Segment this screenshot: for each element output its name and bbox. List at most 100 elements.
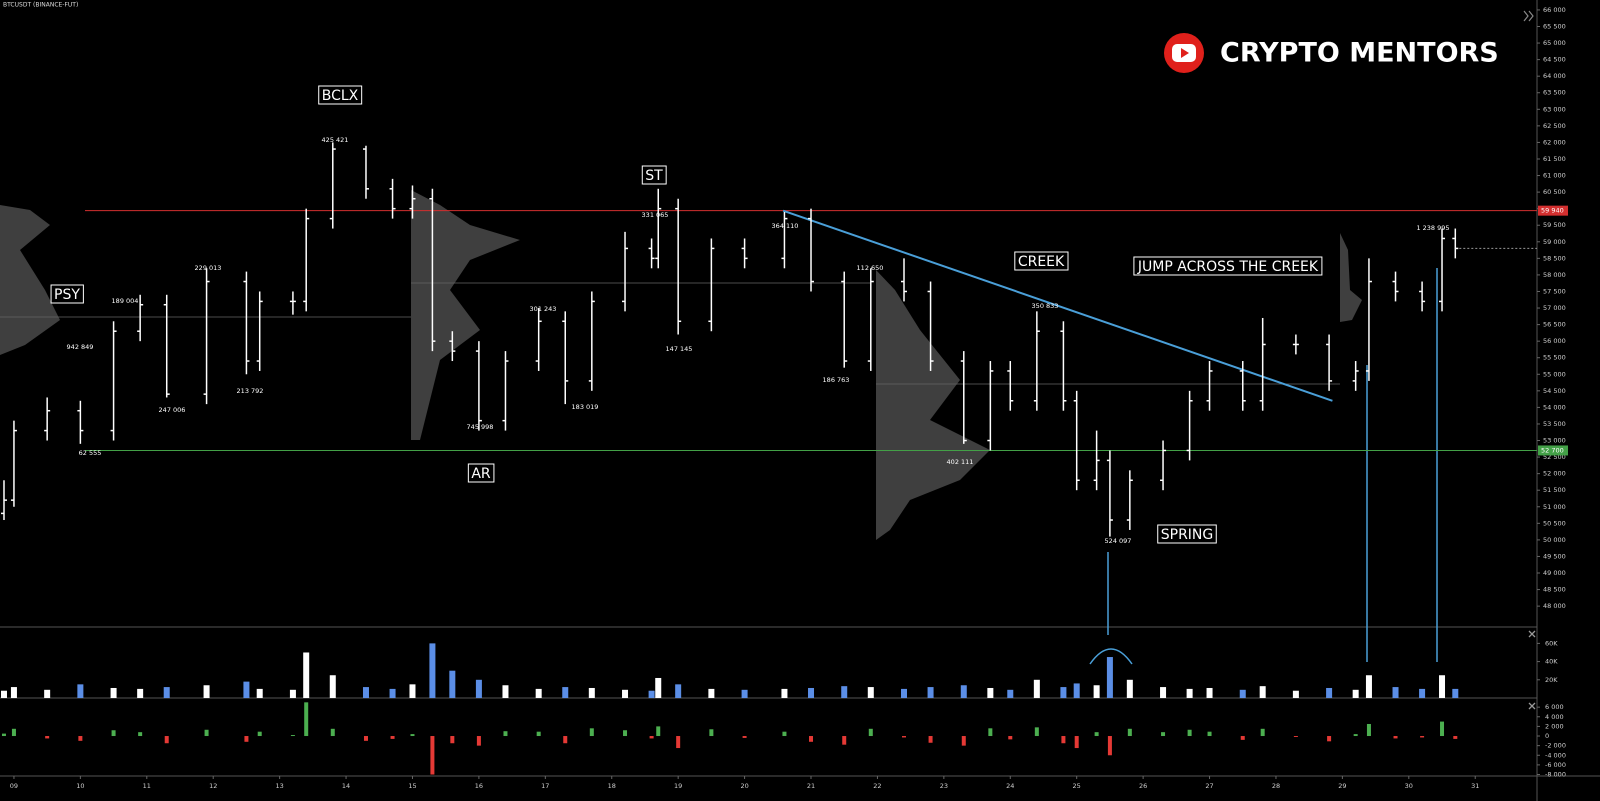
delta-bar [1207, 731, 1212, 737]
volume-bar [588, 687, 595, 698]
brand: CRYPTO MENTORS [1164, 33, 1499, 73]
delta-bar [1293, 736, 1298, 737]
volume-figure: 350 833 [1032, 302, 1059, 310]
delta-bar [868, 728, 873, 737]
annotation-text: AR [471, 466, 491, 482]
volume-figure: 213 792 [237, 387, 264, 395]
volume-bar [1392, 687, 1399, 698]
volume-bar [1007, 689, 1014, 698]
volume-bar [1093, 685, 1100, 698]
delta-bar [988, 728, 993, 737]
close-pane-icon[interactable] [1528, 702, 1536, 710]
x-tick-label: 17 [541, 782, 549, 790]
volume-bar [808, 687, 815, 698]
x-tick-label: 26 [1139, 782, 1147, 790]
volume-bar [1186, 688, 1193, 698]
delta-bar [809, 736, 814, 742]
y-tick-label: 64 500 [1543, 56, 1566, 64]
level-label: 52 700 [1541, 446, 1564, 454]
delta-bar [1034, 727, 1039, 737]
delta-bar [257, 731, 262, 737]
y-tick-label: 58 000 [1543, 271, 1566, 279]
annotation-text: PSY [54, 287, 80, 303]
x-tick-label: 13 [275, 782, 283, 790]
volume-bar [10, 687, 17, 698]
trendline [782, 209, 1333, 402]
volume-bar [243, 681, 250, 698]
delta-tick-label: 4 000 [1545, 713, 1564, 721]
x-tick-label: 21 [807, 782, 815, 790]
delta-tick-label: -8 000 [1545, 771, 1566, 779]
delta-bar [1366, 723, 1371, 737]
volume-bar [1206, 687, 1213, 698]
delta-bar [410, 734, 415, 737]
delta-bar [111, 730, 116, 737]
delta-bar [430, 736, 435, 775]
y-tick-label: 57 000 [1543, 304, 1566, 312]
volume-tick-label: 60K [1545, 639, 1558, 647]
delta-bar [1187, 729, 1192, 737]
volume-bar [781, 688, 788, 698]
x-tick-label: 28 [1272, 782, 1280, 790]
x-tick-label: 15 [408, 782, 416, 790]
y-tick-label: 61 000 [1543, 172, 1566, 180]
delta-bar [450, 736, 455, 744]
delta-bar [902, 736, 907, 738]
annotation-box [1133, 256, 1323, 276]
y-tick-label: 64 000 [1543, 72, 1566, 80]
volume-bar [289, 689, 296, 698]
collapse-icon[interactable] [1523, 10, 1534, 22]
y-tick-label: 62 500 [1543, 122, 1566, 130]
delta-bar [709, 729, 714, 737]
volume-figure: 402 111 [947, 458, 974, 466]
y-tick-label: 54 000 [1543, 403, 1566, 411]
volume-bar [562, 687, 569, 698]
delta-bar [1420, 736, 1425, 738]
y-tick-label: 65 000 [1543, 39, 1566, 47]
volume-figure: 112 650 [857, 264, 884, 272]
delta-tick-label: -6 000 [1545, 761, 1566, 769]
x-tick-label: 14 [342, 782, 350, 790]
volume-bar [901, 688, 908, 698]
volume-bar [77, 684, 84, 698]
y-tick-label: 63 500 [1543, 89, 1566, 97]
y-tick-label: 54 500 [1543, 387, 1566, 395]
volume-bar [1352, 689, 1359, 698]
volume-bar [927, 687, 934, 698]
volume-bar [409, 684, 416, 698]
volume-figure: 247 006 [159, 406, 186, 414]
y-tick-label: 57 500 [1543, 287, 1566, 295]
y-tick-label: 59 000 [1543, 238, 1566, 246]
y-tick-label: 51 000 [1543, 503, 1566, 511]
volume-bar [675, 684, 682, 698]
delta-bar [623, 730, 628, 737]
y-tick-label: 49 500 [1543, 552, 1566, 560]
volume-bar [502, 685, 509, 698]
delta-bar [1260, 728, 1265, 737]
brand-text: CRYPTO MENTORS [1220, 38, 1499, 69]
delta-bar [1008, 736, 1013, 740]
volume-bar [137, 688, 144, 698]
volume-bar [1259, 686, 1266, 698]
arc-marker [1089, 648, 1133, 665]
annotation-text: BCLX [322, 88, 359, 104]
volume-bar [987, 687, 994, 698]
delta-bar [290, 735, 295, 737]
close-pane-icon[interactable] [1528, 630, 1536, 638]
y-tick-label: 56 000 [1543, 337, 1566, 345]
delta-tick-label: 6 000 [1545, 703, 1564, 711]
y-tick-label: 56 500 [1543, 321, 1566, 329]
y-tick-label: 55 000 [1543, 370, 1566, 378]
volume-bar [708, 688, 715, 698]
annotation-box [1014, 251, 1069, 271]
volume-bar [1106, 657, 1113, 698]
volume-bar [1292, 690, 1299, 698]
y-tick-label: 51 500 [1543, 486, 1566, 494]
volume-figure: 186 763 [823, 376, 850, 384]
annotation-box [50, 284, 84, 304]
volume-bar [0, 690, 7, 698]
volume-bar [841, 686, 848, 698]
volume-bar [1326, 687, 1333, 698]
